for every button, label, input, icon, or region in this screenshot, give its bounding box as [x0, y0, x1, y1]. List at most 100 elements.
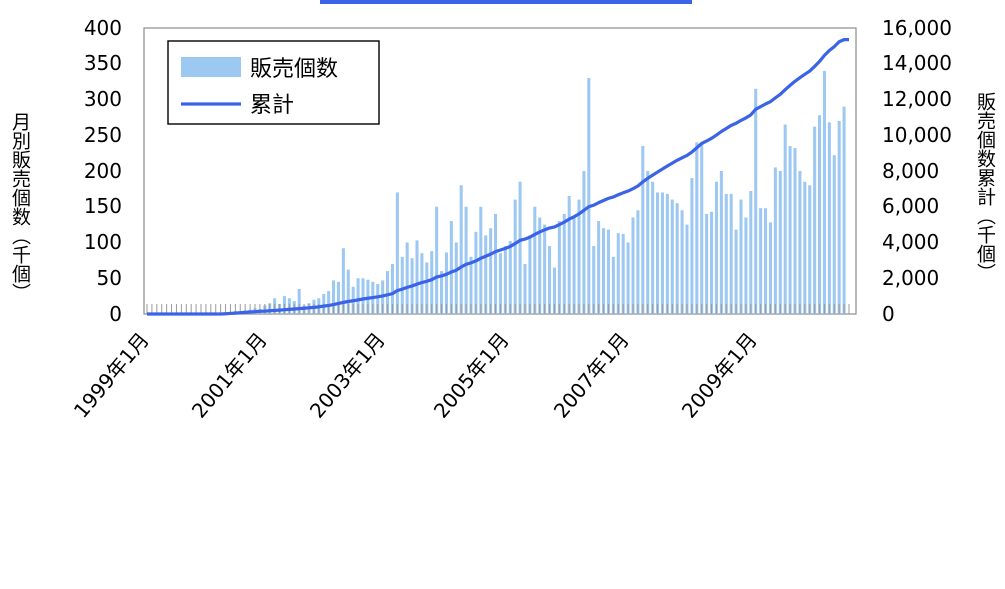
bar: [425, 262, 429, 314]
y-left-tick: 350: [84, 51, 122, 75]
bar: [587, 78, 591, 314]
y-right-tick: 16,000: [882, 16, 952, 40]
bar: [361, 278, 365, 314]
bar: [444, 252, 448, 314]
bar: [440, 271, 444, 314]
y-right-tick: 12,000: [882, 87, 952, 111]
bar: [724, 193, 728, 314]
bar: [528, 235, 532, 314]
bar: [749, 191, 753, 314]
x-minor-ticks: [146, 304, 850, 314]
bar: [675, 203, 679, 314]
y-right-ticks: 0 2,000 4,000 6,000 8,000 10,000 12,000 …: [882, 16, 952, 326]
bar: [651, 181, 655, 314]
bar: [518, 181, 522, 314]
bar: [449, 221, 453, 314]
bar: [332, 280, 336, 314]
bar: [577, 199, 581, 314]
bar: [474, 231, 478, 314]
bar: [656, 192, 660, 314]
bar: [660, 192, 664, 314]
x-tick-label: 2009年1月: [677, 328, 762, 423]
bar: [808, 185, 812, 314]
bar: [606, 229, 610, 314]
bar: [803, 181, 807, 314]
bar: [597, 221, 601, 314]
bar: [636, 210, 640, 314]
y-right-tick: 0: [882, 302, 895, 326]
bar: [479, 206, 483, 314]
x-tick-label: 2005年1月: [429, 328, 514, 423]
bar: [602, 228, 606, 314]
bar: [734, 229, 738, 314]
bar: [297, 288, 301, 314]
bar: [626, 242, 630, 314]
bar: [572, 217, 576, 314]
bar: [631, 217, 635, 314]
y-left-tick: 150: [84, 194, 122, 218]
bar: [641, 145, 645, 314]
bar: [690, 178, 694, 314]
bar: [818, 115, 822, 314]
y-left-tick: 100: [84, 230, 122, 254]
legend-label-bars: 販売個数: [250, 57, 338, 82]
bar: [459, 185, 463, 314]
legend: 販売個数 累計: [167, 40, 380, 125]
y-right-tick: 10,000: [882, 123, 952, 147]
bar: [719, 171, 723, 314]
bar: [567, 196, 571, 314]
bar: [523, 263, 527, 314]
y-right-tick: 4,000: [882, 230, 939, 254]
bar: [827, 122, 831, 314]
bar: [685, 224, 689, 315]
bar: [327, 291, 331, 314]
bar: [798, 171, 802, 314]
bar: [754, 88, 758, 314]
bar: [395, 192, 399, 314]
bar: [822, 70, 826, 315]
bar: [356, 278, 360, 314]
bar: [665, 193, 669, 314]
bar: [788, 145, 792, 314]
bar: [498, 253, 502, 314]
bar: [484, 235, 488, 314]
bar: [837, 120, 841, 314]
bar: [773, 167, 777, 314]
bar: [322, 293, 326, 314]
bar: [390, 263, 394, 314]
bar: [489, 228, 493, 314]
x-tick-label: 1999年1月: [69, 328, 154, 423]
bar: [778, 171, 782, 314]
y-left-tick: 400: [84, 16, 122, 40]
bar: [376, 283, 380, 314]
bar: [513, 199, 517, 314]
bar: [557, 221, 561, 314]
bar: [739, 199, 743, 314]
legend-box: [167, 40, 380, 125]
bar: [386, 271, 390, 314]
bar: [832, 155, 836, 314]
bar: [533, 206, 537, 314]
bar: [454, 242, 458, 314]
y-left-tick: 0: [109, 302, 122, 326]
bar: [430, 251, 434, 314]
y-right-tick: 2,000: [882, 266, 939, 290]
y-left-tick: 250: [84, 123, 122, 147]
x-tick-labels: 1999年1月 2001年1月 2003年1月 2005年1月 2007年1月 …: [69, 328, 762, 423]
bar: [705, 213, 709, 314]
bar: [729, 193, 733, 314]
bar: [336, 281, 340, 314]
cumulative-line: [147, 38, 849, 316]
bar: [759, 208, 763, 314]
bar: [346, 269, 350, 314]
bar: [670, 199, 674, 314]
bar: [415, 240, 419, 314]
top-banner: [320, 0, 692, 4]
bar: [548, 246, 552, 314]
bar: [842, 106, 846, 315]
y-left-label: 月別販売個数（千個）: [9, 112, 31, 302]
y-right-tick: 14,000: [882, 51, 952, 75]
y-left-tick: 200: [84, 159, 122, 183]
bar: [783, 124, 787, 314]
